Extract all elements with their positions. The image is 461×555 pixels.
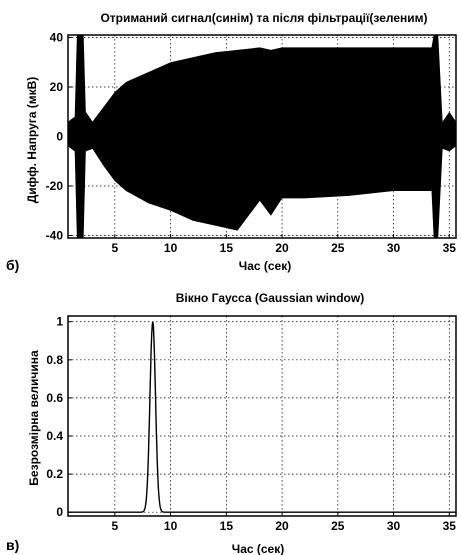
y-tick-label: 0 xyxy=(56,130,63,144)
chart2-gaussian-line xyxy=(68,321,456,513)
y-tick-label: -20 xyxy=(46,179,64,193)
x-tick-label: 15 xyxy=(220,519,234,533)
x-tick-label: 30 xyxy=(387,241,401,255)
chart1-xlabel: Час (сек) xyxy=(239,259,291,273)
x-tick-label: 25 xyxy=(331,241,345,255)
y-tick-label: 0.8 xyxy=(46,353,63,367)
panel-label-v: в) xyxy=(6,537,19,553)
x-tick-label: 5 xyxy=(111,519,118,533)
x-tick-label: 30 xyxy=(387,519,401,533)
chart1-signal-envelope xyxy=(68,35,456,238)
panel-label-b: б) xyxy=(6,257,19,273)
chart2-grid xyxy=(68,316,456,516)
y-tick-label: 0.2 xyxy=(46,467,63,481)
y-tick-label: 20 xyxy=(50,80,64,94)
chart1-ylabel: Дифф. Напруга (мкВ) xyxy=(25,77,39,204)
x-tick-label: 10 xyxy=(164,519,178,533)
x-tick-label: 5 xyxy=(111,241,118,255)
x-tick-label: 20 xyxy=(275,241,289,255)
y-tick-label: -40 xyxy=(46,229,64,243)
x-tick-label: 10 xyxy=(164,241,178,255)
y-tick-label: 0 xyxy=(56,505,63,519)
y-tick-label: 1 xyxy=(56,315,63,329)
chart1-title: Отриманий сигнал(синім) та після фільтра… xyxy=(100,11,427,25)
x-tick-label: 25 xyxy=(331,519,345,533)
chart2-xlabel: Час (сек) xyxy=(232,542,284,555)
chart2-title: Вікно Гаусса (Gaussian window) xyxy=(176,291,364,305)
x-tick-label: 35 xyxy=(443,241,457,255)
x-tick-label: 15 xyxy=(220,241,234,255)
y-tick-label: 0.4 xyxy=(46,429,63,443)
x-tick-label: 35 xyxy=(443,519,457,533)
y-tick-label: 0.6 xyxy=(46,391,63,405)
chart2-axes-frame xyxy=(67,315,457,517)
chart2-ylabel: Безрозмірна величина xyxy=(27,350,41,486)
y-tick-label: 40 xyxy=(50,30,64,44)
x-tick-label: 20 xyxy=(275,519,289,533)
